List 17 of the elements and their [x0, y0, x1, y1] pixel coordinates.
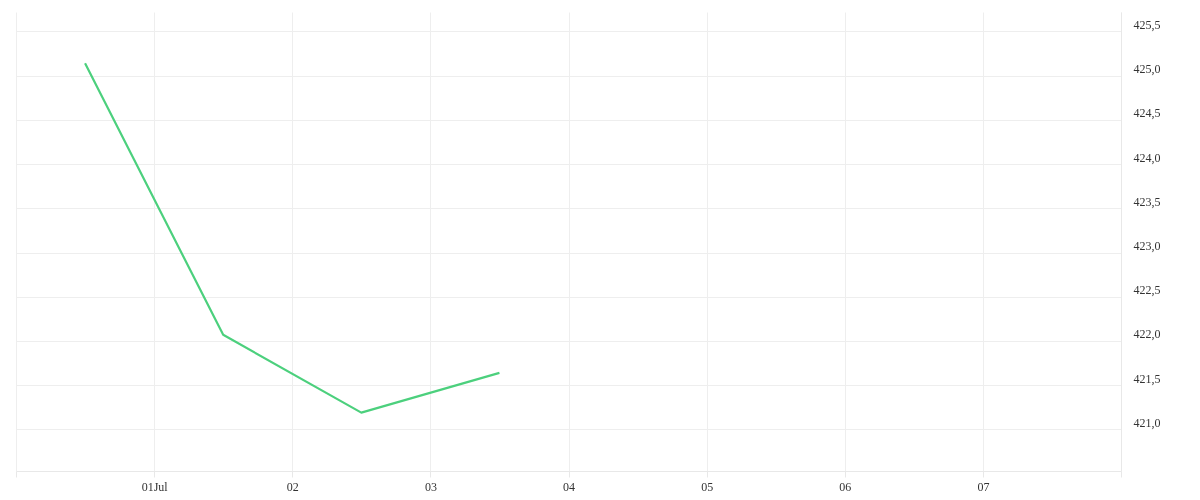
- y-tick-label: 422,5: [1133, 283, 1161, 298]
- y-tick-label: 423,5: [1133, 194, 1161, 209]
- y-tick-label: 423,0: [1133, 239, 1161, 254]
- x-tick-label: 04: [563, 479, 575, 494]
- y-tick-label: 421,0: [1133, 415, 1161, 430]
- y-tick-label: 422,0: [1133, 327, 1161, 342]
- y-tick-label: 425,0: [1133, 62, 1161, 77]
- y-tick-label: 425,5: [1133, 17, 1161, 32]
- y-tick-label: 421,5: [1133, 371, 1161, 386]
- x-tick-label: 06: [839, 479, 852, 494]
- x-tick-label: 05: [701, 479, 714, 494]
- x-tick-label: 02: [286, 479, 299, 494]
- x-tick-label: 07: [977, 479, 990, 494]
- y-tick-label: 424,5: [1133, 106, 1161, 121]
- x-tick-label: 03: [424, 479, 437, 494]
- y-tick-label: 424,0: [1133, 150, 1161, 165]
- x-tick-label: 01Jul: [141, 479, 169, 494]
